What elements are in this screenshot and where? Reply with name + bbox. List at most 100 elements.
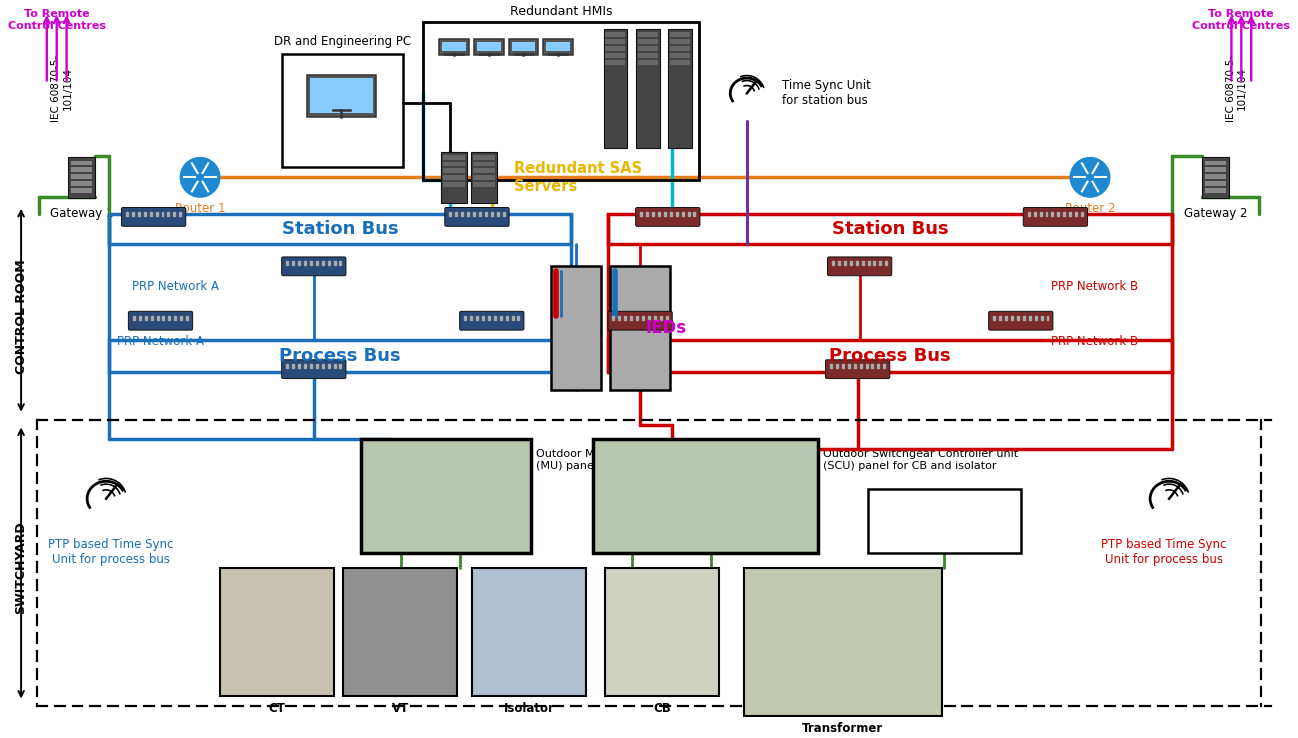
- Text: Time Sync Unit
for station bus: Time Sync Unit for station bus: [781, 79, 871, 107]
- Bar: [109, 340, 571, 372]
- Text: CB: CB: [653, 702, 671, 715]
- Bar: [139, 316, 140, 320]
- Bar: [174, 212, 175, 216]
- Bar: [322, 365, 323, 368]
- Bar: [70, 174, 92, 179]
- Bar: [1028, 212, 1029, 216]
- Bar: [299, 365, 300, 368]
- Bar: [70, 188, 92, 193]
- Bar: [70, 161, 92, 165]
- Bar: [169, 316, 170, 320]
- Bar: [472, 176, 495, 180]
- FancyBboxPatch shape: [459, 311, 524, 330]
- Bar: [151, 316, 153, 320]
- Text: CT: CT: [269, 702, 286, 715]
- Bar: [474, 38, 504, 55]
- Text: Outdoor Merging Unit
(MU) panel for CT and VT: Outdoor Merging Unit (MU) panel for CT a…: [536, 449, 676, 471]
- Bar: [993, 316, 996, 320]
- Bar: [618, 316, 620, 320]
- Bar: [174, 316, 177, 320]
- Bar: [667, 29, 692, 148]
- Bar: [848, 365, 850, 368]
- Text: Process Bus: Process Bus: [279, 348, 400, 365]
- Bar: [670, 212, 672, 216]
- Bar: [613, 316, 614, 320]
- Bar: [472, 182, 495, 187]
- Bar: [479, 212, 480, 216]
- Text: IEDs: IEDs: [645, 319, 687, 337]
- FancyBboxPatch shape: [989, 311, 1053, 330]
- Bar: [643, 316, 644, 320]
- Bar: [506, 316, 508, 320]
- Bar: [471, 151, 497, 203]
- Text: Process Bus: Process Bus: [829, 348, 951, 365]
- Text: Transformer: Transformer: [802, 722, 884, 734]
- FancyBboxPatch shape: [282, 257, 347, 276]
- Text: PRP Network A: PRP Network A: [117, 334, 204, 348]
- Bar: [880, 261, 881, 266]
- Bar: [444, 154, 465, 159]
- Text: To Remote
Control Centres: To Remote Control Centres: [8, 10, 105, 31]
- Text: Router 2: Router 2: [1064, 202, 1115, 215]
- Bar: [663, 212, 666, 216]
- Bar: [304, 261, 306, 266]
- Bar: [676, 212, 678, 216]
- Bar: [1011, 316, 1012, 320]
- Bar: [472, 568, 585, 697]
- Bar: [1016, 316, 1019, 320]
- Bar: [867, 489, 1020, 553]
- Bar: [322, 261, 323, 266]
- Bar: [1005, 316, 1007, 320]
- Bar: [444, 162, 465, 167]
- Bar: [867, 261, 870, 266]
- Bar: [511, 41, 535, 52]
- Bar: [884, 365, 885, 368]
- Bar: [1063, 212, 1066, 216]
- Text: Digital Interface
for Transformer: Digital Interface for Transformer: [897, 507, 992, 535]
- Bar: [470, 316, 472, 320]
- Bar: [186, 316, 188, 320]
- Bar: [491, 212, 493, 216]
- FancyBboxPatch shape: [1023, 207, 1088, 227]
- Bar: [444, 182, 465, 187]
- Bar: [1041, 316, 1042, 320]
- Bar: [441, 151, 467, 203]
- Bar: [286, 261, 288, 266]
- Bar: [839, 261, 840, 266]
- Bar: [502, 212, 505, 216]
- Bar: [456, 212, 457, 216]
- Text: Station Bus: Station Bus: [832, 220, 949, 238]
- Bar: [485, 212, 487, 216]
- Bar: [639, 52, 658, 58]
- Text: VT: VT: [392, 702, 409, 715]
- Bar: [340, 261, 341, 266]
- Bar: [444, 168, 465, 173]
- Bar: [670, 32, 689, 37]
- Bar: [604, 29, 627, 148]
- Bar: [552, 266, 601, 390]
- Bar: [859, 365, 862, 368]
- FancyBboxPatch shape: [445, 207, 509, 227]
- Bar: [658, 212, 659, 216]
- Bar: [681, 212, 684, 216]
- Bar: [639, 60, 658, 65]
- Bar: [310, 365, 312, 368]
- Bar: [1070, 212, 1071, 216]
- Bar: [327, 365, 330, 368]
- Bar: [1033, 212, 1036, 216]
- Bar: [315, 261, 318, 266]
- Bar: [439, 38, 469, 55]
- Bar: [874, 261, 875, 266]
- Text: Router 1: Router 1: [175, 202, 226, 215]
- Bar: [511, 316, 514, 320]
- Bar: [605, 39, 626, 44]
- Bar: [497, 212, 498, 216]
- Text: Gateway 1: Gateway 1: [49, 207, 113, 220]
- Bar: [304, 365, 306, 368]
- Bar: [866, 365, 867, 368]
- Bar: [639, 32, 658, 37]
- Bar: [844, 261, 846, 266]
- Bar: [546, 41, 570, 52]
- Bar: [1075, 212, 1077, 216]
- FancyBboxPatch shape: [282, 360, 347, 379]
